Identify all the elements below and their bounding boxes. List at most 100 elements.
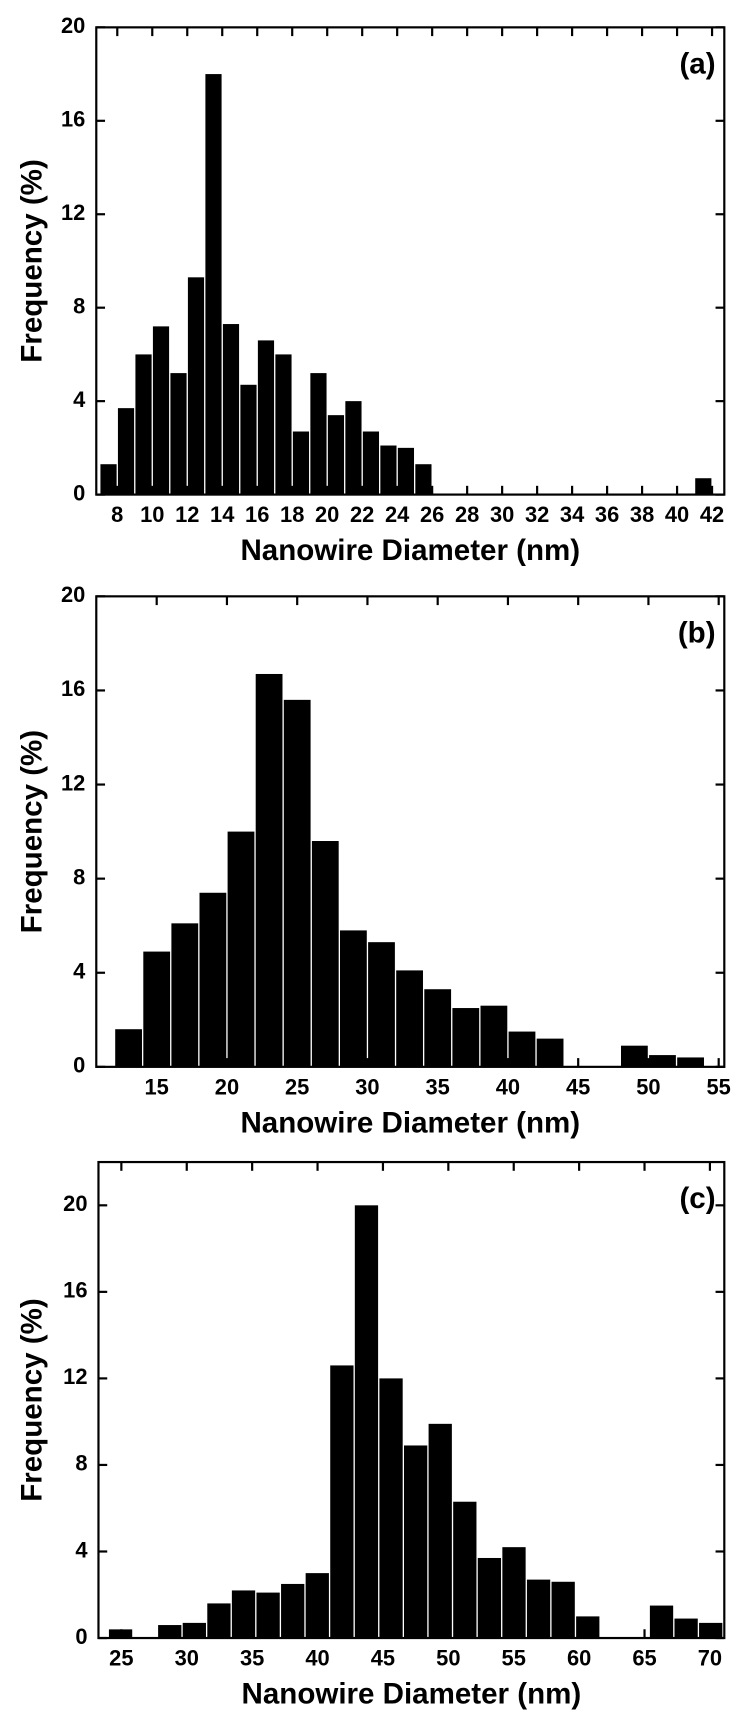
bar bbox=[354, 1205, 379, 1639]
y-axis-title: Frequency (%) bbox=[16, 159, 49, 362]
x-tick-label: 35 bbox=[426, 1075, 450, 1100]
x-tick-label: 30 bbox=[175, 1646, 199, 1671]
bar bbox=[135, 354, 152, 495]
bar bbox=[345, 401, 362, 495]
y-tick-label: 8 bbox=[73, 293, 85, 318]
x-tick-label: 65 bbox=[632, 1646, 656, 1671]
plot-frame bbox=[95, 26, 726, 496]
x-tick-label: 55 bbox=[707, 1075, 731, 1100]
y-tick-label: 12 bbox=[61, 770, 85, 795]
bar bbox=[143, 951, 171, 1067]
y-tick-label: 20 bbox=[63, 1191, 87, 1216]
x-tick-label: 24 bbox=[385, 502, 410, 527]
x-tick-label: 42 bbox=[700, 502, 724, 527]
x-tick-label: 25 bbox=[109, 1646, 133, 1671]
y-axis-title: Frequency (%) bbox=[16, 730, 49, 933]
bar bbox=[380, 445, 397, 495]
bar bbox=[240, 384, 257, 495]
panel: 25 30 35 40 45 50 55 60 65 70 0 4 8 12 16 20 Nanowire Di… bbox=[16, 1160, 726, 1711]
bar bbox=[620, 1045, 648, 1067]
x-tick-label: 22 bbox=[350, 502, 374, 527]
bar bbox=[695, 478, 712, 495]
y-tick-label: 12 bbox=[63, 1364, 87, 1389]
y-tick-label: 0 bbox=[75, 1624, 87, 1649]
x-tick-label: 34 bbox=[560, 502, 585, 527]
x-tick-label: 18 bbox=[280, 502, 304, 527]
x-tick-label: 55 bbox=[502, 1646, 526, 1671]
bar bbox=[415, 464, 432, 495]
bar bbox=[305, 1573, 329, 1639]
bar bbox=[199, 892, 227, 1067]
bar bbox=[171, 923, 199, 1067]
bar bbox=[674, 1618, 698, 1639]
bar bbox=[256, 1592, 280, 1639]
bar bbox=[187, 277, 205, 495]
bar bbox=[477, 1557, 502, 1639]
bar bbox=[152, 326, 170, 495]
x-tick-label: 40 bbox=[496, 1075, 520, 1100]
x-tick-label: 25 bbox=[285, 1075, 309, 1100]
x-tick-label: 70 bbox=[698, 1646, 722, 1671]
x-tick-label: 30 bbox=[490, 502, 514, 527]
bar bbox=[428, 1423, 452, 1639]
bar bbox=[158, 1625, 182, 1639]
bar bbox=[327, 415, 345, 495]
x-tick-label: 50 bbox=[436, 1646, 460, 1671]
bar bbox=[379, 1378, 403, 1639]
y-tick-label: 8 bbox=[73, 864, 85, 889]
y-tick-label: 12 bbox=[61, 200, 85, 225]
bar bbox=[396, 970, 423, 1067]
y-tick-label: 16 bbox=[61, 676, 85, 701]
bar bbox=[222, 324, 240, 495]
bar bbox=[255, 673, 283, 1067]
x-tick-label: 15 bbox=[145, 1075, 169, 1100]
bar bbox=[502, 1547, 526, 1639]
y-tick-label: 20 bbox=[61, 13, 85, 38]
x-tick-label: 35 bbox=[240, 1646, 264, 1671]
bar bbox=[677, 1057, 704, 1067]
bar bbox=[453, 1501, 477, 1639]
bar bbox=[231, 1590, 256, 1639]
x-tick-label: 36 bbox=[595, 502, 619, 527]
bar bbox=[100, 464, 117, 495]
x-tick-label: 40 bbox=[305, 1646, 329, 1671]
x-tick-label: 28 bbox=[455, 502, 479, 527]
y-tick-label: 0 bbox=[73, 480, 85, 505]
panel: 8 10 12 14 16 18 20 22 24 26 28 30 32 34 36 38 40 42 0 4 8 12… bbox=[16, 13, 726, 567]
bar bbox=[182, 1622, 206, 1639]
x-tick-label: 26 bbox=[420, 502, 444, 527]
x-axis-title: Nanowire Diameter (nm) bbox=[242, 1678, 582, 1711]
y-tick-label: 4 bbox=[73, 959, 86, 984]
panel-label: (b) bbox=[678, 616, 716, 649]
bar bbox=[330, 1365, 354, 1639]
bar bbox=[292, 431, 310, 495]
x-axis-title: Nanowire Diameter (nm) bbox=[240, 1107, 580, 1140]
x-tick-label: 10 bbox=[140, 502, 164, 527]
x-tick-label: 50 bbox=[636, 1075, 660, 1100]
bar bbox=[452, 1008, 480, 1067]
x-tick-label: 30 bbox=[355, 1075, 379, 1100]
bar bbox=[526, 1579, 551, 1639]
y-tick-label: 8 bbox=[75, 1451, 87, 1476]
bar bbox=[207, 1603, 231, 1639]
x-tick-label: 45 bbox=[371, 1646, 395, 1671]
bar bbox=[404, 1445, 428, 1639]
bar bbox=[170, 373, 187, 495]
bar bbox=[339, 930, 367, 1067]
bar bbox=[424, 989, 452, 1067]
plot-frame bbox=[95, 595, 726, 1068]
bar bbox=[508, 1031, 536, 1067]
bar bbox=[227, 831, 255, 1067]
bar bbox=[480, 1005, 508, 1067]
bar bbox=[649, 1055, 676, 1067]
x-tick-label: 40 bbox=[665, 502, 689, 527]
bar bbox=[397, 447, 415, 495]
bar bbox=[281, 1583, 305, 1639]
bar bbox=[275, 354, 292, 495]
panel-label: (a) bbox=[679, 47, 715, 80]
y-axis-title: Frequency (%) bbox=[16, 1298, 49, 1501]
x-tick-label: 20 bbox=[315, 502, 339, 527]
x-tick-label: 12 bbox=[175, 502, 199, 527]
